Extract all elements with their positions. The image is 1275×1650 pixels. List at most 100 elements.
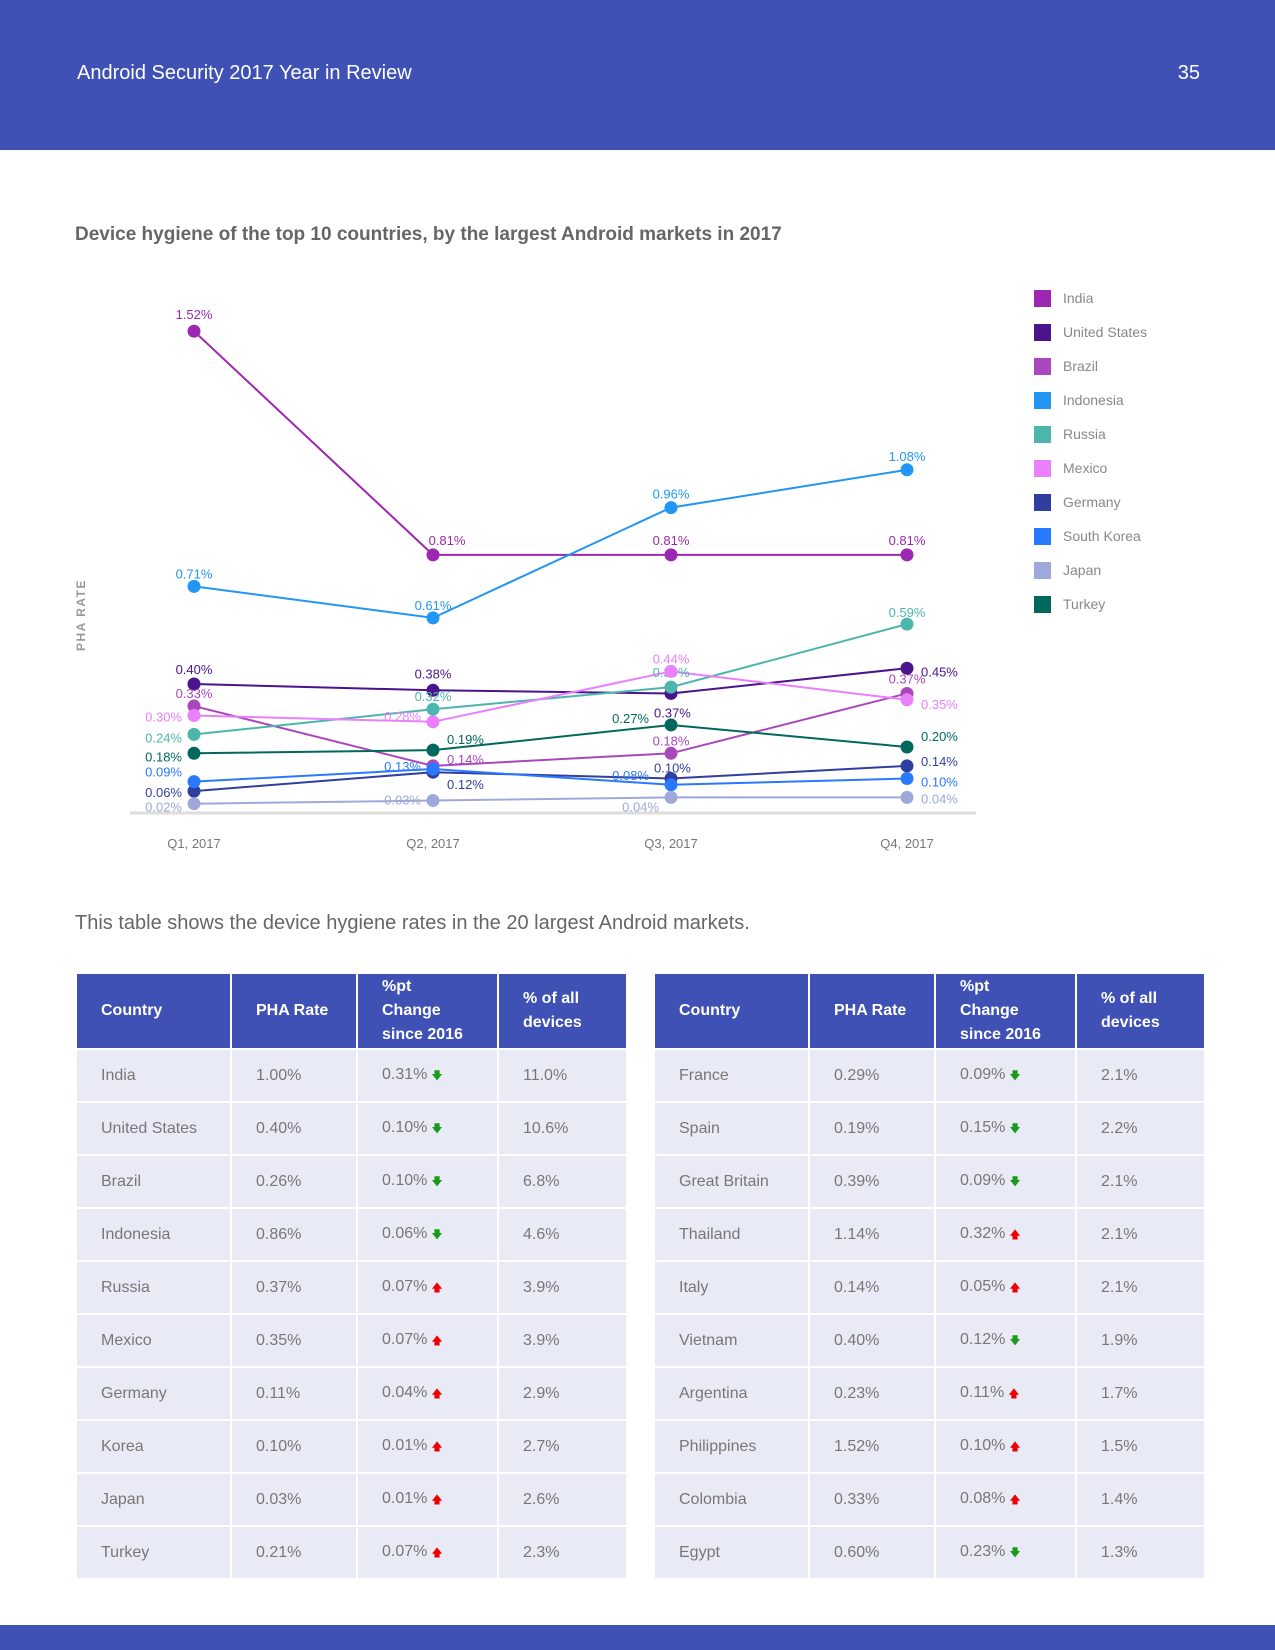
pha-rate-cell: 0.29% — [810, 1050, 934, 1101]
change-cell: 0.09% 🡇 — [936, 1050, 1075, 1101]
change-cell: 0.07% 🡅 — [358, 1315, 497, 1366]
data-point — [664, 680, 678, 694]
column-header: Country — [77, 974, 230, 1048]
share-cell: 6.8% — [499, 1156, 626, 1207]
data-point — [900, 790, 914, 804]
country-cell: Germany — [77, 1368, 230, 1419]
table-row: Argentina 0.23% 0.11% 🡅 1.7% — [655, 1368, 1204, 1419]
share-cell: 2.2% — [1077, 1103, 1204, 1154]
share-cell: 2.1% — [1077, 1209, 1204, 1260]
legend-item: India — [1034, 281, 1147, 315]
data-label: 0.04% — [921, 791, 958, 806]
share-cell: 2.1% — [1077, 1050, 1204, 1101]
change-cell: 0.23% 🡇 — [936, 1527, 1075, 1578]
data-point — [900, 693, 914, 707]
data-point — [426, 611, 440, 625]
country-cell: Russia — [77, 1262, 230, 1313]
share-cell: 1.9% — [1077, 1315, 1204, 1366]
change-cell: 0.04% 🡅 — [358, 1368, 497, 1419]
header-row: Country PHA Rate %pt Change since 2016% of… — [655, 974, 1204, 1048]
data-point — [664, 664, 678, 678]
data-label: 0.38% — [415, 666, 452, 681]
legend-label: Mexico — [1063, 460, 1108, 476]
data-label: 0.18% — [653, 733, 690, 748]
country-cell: France — [655, 1050, 808, 1101]
share-cell: 11.0% — [499, 1050, 626, 1101]
line-chart: PHA RATE Q1, 2017 Q2, 2017 Q3, 2017 Q4, 2017… — [74, 307, 976, 851]
column-header: Country — [655, 974, 808, 1048]
column-header: PHA Rate — [232, 974, 356, 1048]
series-line-indonesia — [193, 468, 908, 619]
legend-label: South Korea — [1063, 528, 1141, 544]
country-cell: Great Britain — [655, 1156, 808, 1207]
table-row: Italy 0.14% 0.05% 🡅 2.1% — [655, 1262, 1204, 1313]
change-cell: 0.32% 🡅 — [936, 1209, 1075, 1260]
x-tick-label: Q4, 2017 — [880, 836, 934, 851]
change-cell: 0.01% 🡅 — [358, 1474, 497, 1525]
data-label: 1.52% — [176, 307, 213, 322]
pha-rate-cell: 0.14% — [810, 1262, 934, 1313]
data-label: 0.24% — [145, 730, 182, 745]
share-cell: 1.5% — [1077, 1421, 1204, 1472]
country-cell: Italy — [655, 1262, 808, 1313]
arrow-up-icon: 🡅 — [1009, 1493, 1021, 1506]
data-label: 0.44% — [653, 651, 690, 666]
legend-item: Turkey — [1034, 587, 1147, 621]
legend-item: Brazil — [1034, 349, 1147, 383]
legend-item: Russia — [1034, 417, 1147, 451]
column-header: %pt Change since 2016 — [936, 974, 1075, 1048]
data-label: 0.96% — [653, 487, 690, 502]
pha-rate-cell: 1.14% — [810, 1209, 934, 1260]
country-cell: Spain — [655, 1103, 808, 1154]
legend-label: Russia — [1063, 426, 1106, 442]
data-label: 0.13% — [384, 759, 421, 774]
arrow-down-icon: 🡇 — [431, 1069, 443, 1082]
share-cell: 1.4% — [1077, 1474, 1204, 1525]
data-point — [900, 617, 914, 631]
data-label: 0.12% — [447, 777, 484, 792]
series-line-japan — [193, 796, 907, 805]
pha-rate-cell: 0.23% — [810, 1368, 934, 1419]
data-label: 0.32% — [415, 689, 452, 704]
country-cell: Vietnam — [655, 1315, 808, 1366]
column-header: %pt Change since 2016 — [358, 974, 497, 1048]
document-title: Android Security 2017 Year in Review — [77, 62, 412, 84]
data-point — [664, 548, 678, 562]
share-cell: 2.1% — [1077, 1156, 1204, 1207]
table-row: Indonesia 0.86% 0.06% 🡇 4.6% — [77, 1209, 626, 1260]
data-point — [900, 548, 914, 562]
data-point — [664, 778, 678, 792]
table-row: Thailand 1.14% 0.32% 🡅 2.1% — [655, 1209, 1204, 1260]
change-cell: 0.06% 🡇 — [358, 1209, 497, 1260]
legend-label: United States — [1063, 324, 1148, 340]
arrow-up-icon: 🡅 — [431, 1281, 443, 1294]
data-label: 0.19% — [447, 732, 484, 747]
pha-rate-cell: 0.19% — [810, 1103, 934, 1154]
legend-item: Japan — [1034, 553, 1147, 587]
data-point — [664, 501, 678, 515]
arrow-down-icon: 🡇 — [1009, 1546, 1021, 1559]
data-point — [187, 797, 201, 811]
data-point — [664, 746, 678, 760]
data-label: 0.04% — [622, 799, 659, 814]
x-tick-label: Q3, 2017 — [644, 836, 698, 851]
pha-rate-cell: 0.60% — [810, 1527, 934, 1578]
change-cell: 0.10% 🡇 — [358, 1103, 497, 1154]
data-label: 0.14% — [921, 754, 958, 769]
data-label: 0.61% — [415, 598, 452, 613]
country-cell: Argentina — [655, 1368, 808, 1419]
legend-item: Mexico — [1034, 451, 1147, 485]
data-point — [900, 463, 914, 477]
arrow-up-icon: 🡅 — [431, 1493, 443, 1506]
series-line-brazil — [193, 692, 908, 767]
country-cell: Egypt — [655, 1527, 808, 1578]
arrow-up-icon: 🡅 — [431, 1546, 443, 1559]
country-cell: Mexico — [77, 1315, 230, 1366]
data-point — [187, 579, 201, 593]
data-label: 0.71% — [176, 566, 213, 581]
data-point — [187, 775, 201, 789]
series-line-turkey — [193, 723, 908, 755]
table-row: India 1.00% 0.31% 🡇 11.0% — [77, 1050, 626, 1101]
country-cell: United States — [77, 1103, 230, 1154]
page-number: 35 — [1177, 62, 1200, 84]
